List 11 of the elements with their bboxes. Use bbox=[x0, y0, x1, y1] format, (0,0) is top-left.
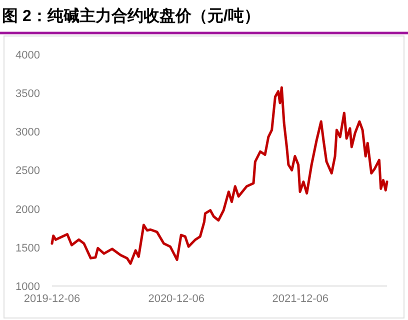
ytick: 2500 bbox=[16, 165, 40, 178]
xtick: 2020-12-06 bbox=[148, 293, 204, 305]
ytick: 2000 bbox=[16, 204, 40, 216]
xtick: 2021-12-06 bbox=[272, 293, 328, 305]
xtick: 2019-12-06 bbox=[24, 293, 80, 305]
ytick: 1000 bbox=[16, 281, 40, 293]
ytick: 3000 bbox=[16, 126, 40, 139]
title: 图 2：纯碱主力合约收盘价（元/吨） bbox=[2, 8, 260, 25]
ytick: 1500 bbox=[16, 242, 40, 254]
ytick: 4000 bbox=[16, 49, 40, 62]
ytick: 3500 bbox=[16, 88, 40, 100]
